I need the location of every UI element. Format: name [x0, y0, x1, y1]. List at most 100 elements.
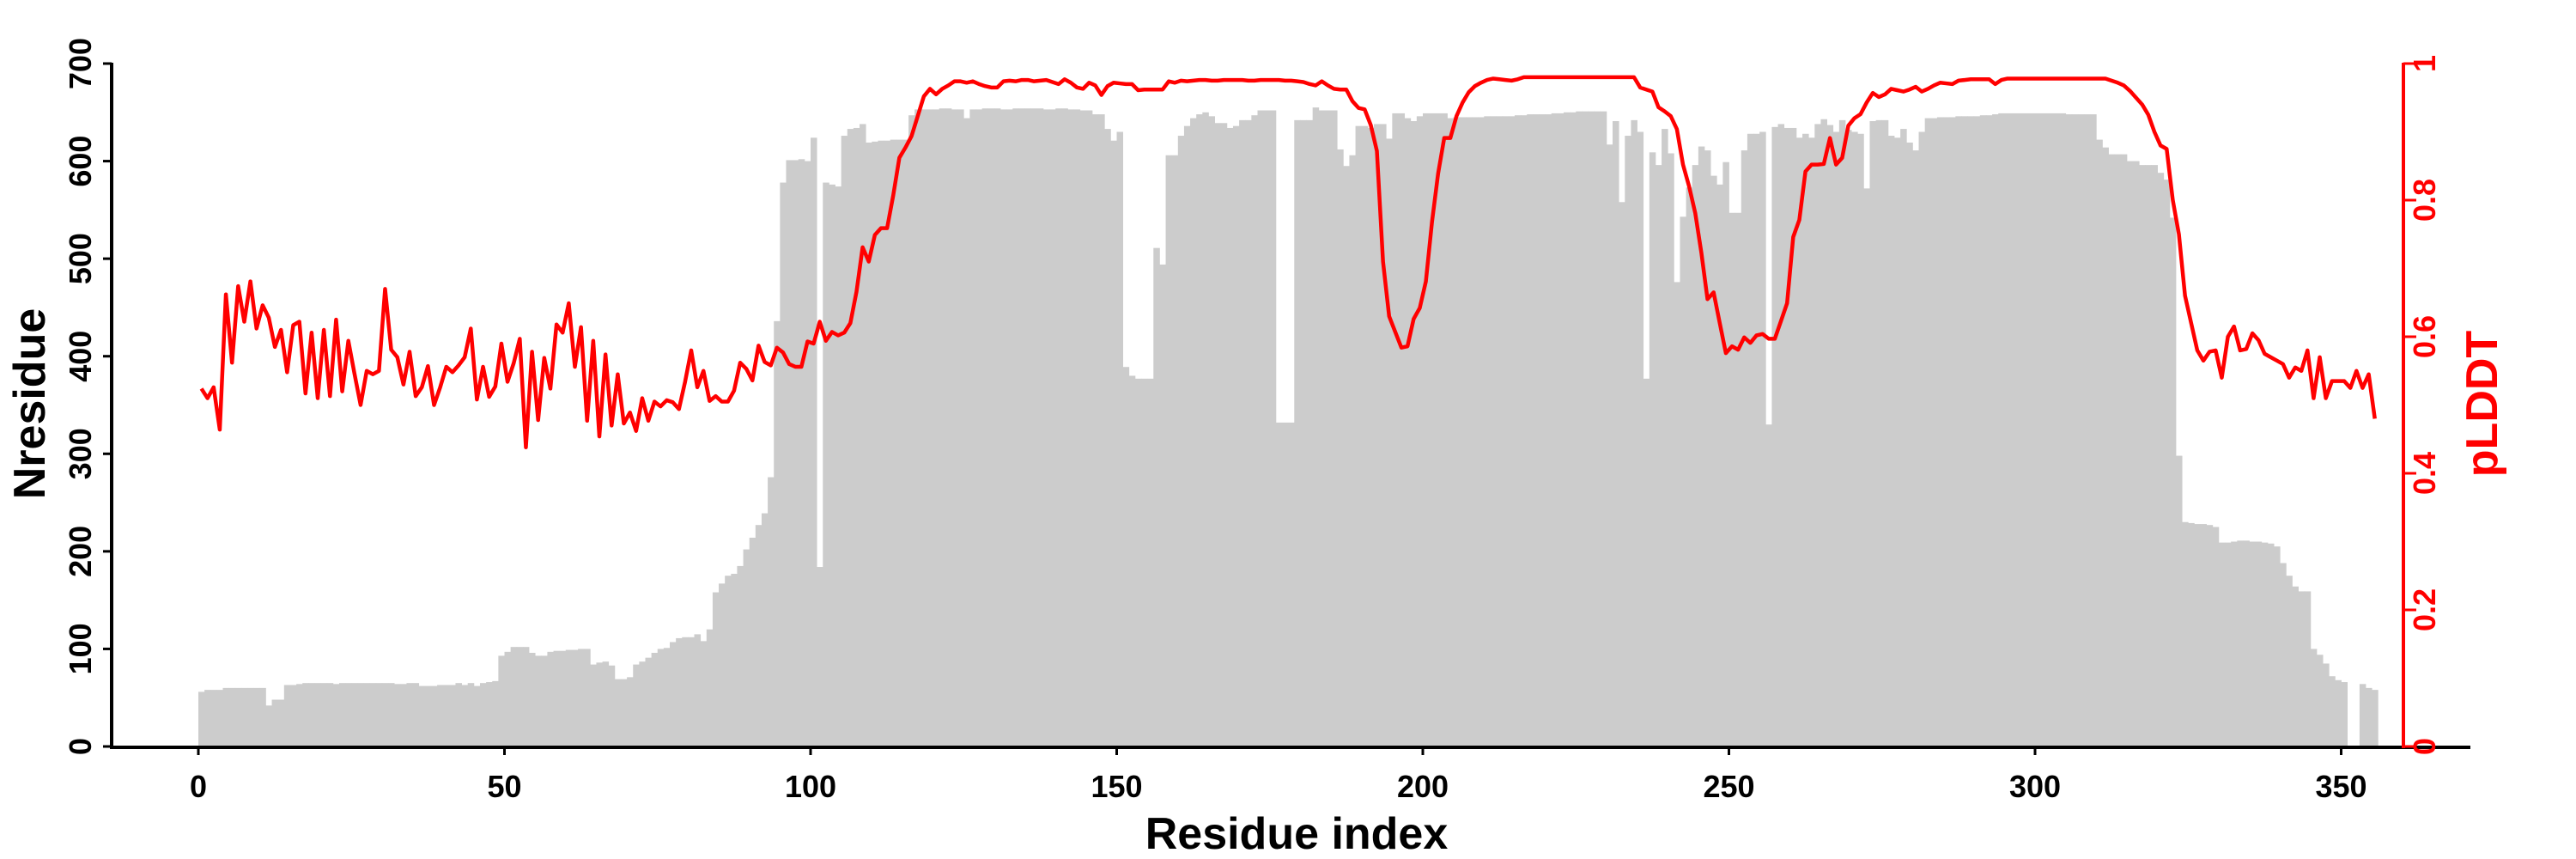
bar: [510, 647, 518, 746]
y-right-tick-label: 1: [2407, 55, 2442, 72]
bar: [1300, 119, 1307, 746]
bar: [645, 657, 653, 746]
bar: [1674, 282, 1680, 746]
bar: [2041, 113, 2048, 747]
bar: [1619, 202, 1625, 746]
bar: [1061, 108, 1068, 747]
bar: [1343, 166, 1350, 746]
bar: [884, 140, 891, 747]
bar: [1588, 111, 1595, 746]
bar: [737, 565, 744, 746]
bar: [1502, 116, 1510, 746]
bar: [1551, 113, 1558, 747]
bar: [792, 160, 799, 746]
bar: [492, 680, 499, 746]
bar: [1263, 110, 1271, 746]
bar: [1759, 131, 1766, 746]
bar: [2175, 455, 2183, 746]
bar: [1900, 129, 1907, 747]
line-series-plddt: [199, 75, 2377, 450]
bar: [963, 118, 970, 747]
bar: [1906, 142, 1913, 747]
bar: [504, 651, 512, 746]
bar: [914, 109, 921, 746]
bar: [1936, 117, 1944, 746]
bar: [2151, 165, 2158, 747]
bar: [1085, 110, 1093, 746]
bar: [1361, 125, 1369, 746]
bar: [1496, 116, 1504, 746]
bar: [1404, 118, 1412, 747]
bar: [400, 684, 407, 746]
bar: [308, 683, 315, 746]
bar: [993, 108, 1001, 747]
bar: [633, 664, 640, 746]
bar: [2004, 113, 2011, 747]
bar: [1018, 108, 1025, 747]
bar: [1643, 378, 1650, 746]
bar: [424, 685, 432, 746]
bar: [1838, 119, 1846, 746]
bar: [314, 683, 321, 746]
bar: [1429, 113, 1436, 747]
bar: [240, 687, 248, 746]
bar: [835, 186, 842, 747]
bar: [1380, 124, 1387, 746]
bar: [1545, 114, 1552, 746]
bar: [412, 683, 420, 746]
bar: [296, 684, 303, 746]
bar: [1435, 113, 1442, 747]
bar: [1576, 111, 1583, 746]
bar: [1055, 108, 1062, 747]
bar: [1600, 111, 1607, 746]
bar: [1582, 111, 1589, 746]
bar: [1239, 119, 1246, 746]
bar: [1331, 110, 1338, 746]
bar: [957, 109, 964, 746]
bar: [1392, 113, 1399, 747]
bar: [1869, 121, 1877, 746]
bar: [945, 108, 952, 747]
bar: [2133, 161, 2140, 746]
bar: [529, 652, 536, 746]
bar: [1367, 127, 1375, 746]
bar: [768, 477, 775, 746]
bar: [933, 109, 940, 746]
bar: [1257, 110, 1265, 746]
bar: [2267, 543, 2275, 746]
bar: [247, 687, 254, 746]
bar: [1912, 150, 1919, 746]
bar: [2231, 541, 2238, 746]
bar: [222, 687, 230, 746]
bar: [1202, 112, 1209, 747]
bar: [969, 109, 976, 746]
bar: [1777, 124, 1785, 746]
bar: [694, 634, 702, 746]
bar: [553, 650, 561, 746]
bar: [1820, 119, 1827, 747]
bar: [2028, 113, 2036, 747]
bar: [1563, 112, 1571, 747]
bar: [455, 683, 462, 746]
bar: [1030, 108, 1038, 747]
x-tick-label: 200: [1397, 769, 1449, 804]
bar: [1557, 113, 1564, 747]
bar: [608, 665, 616, 746]
bar: [1533, 114, 1540, 746]
bar: [479, 683, 487, 746]
bar: [817, 567, 823, 746]
y-right-tick-label: 0.2: [2407, 588, 2442, 631]
bar: [1570, 112, 1577, 747]
bar: [467, 683, 475, 746]
bar: [2145, 165, 2152, 747]
bar: [725, 576, 732, 746]
bar: [823, 182, 829, 746]
bar: [2292, 586, 2299, 746]
bar: [535, 655, 542, 746]
bar: [1844, 130, 1852, 747]
bar: [688, 637, 695, 746]
bar: [1177, 136, 1185, 747]
bar: [1863, 188, 1870, 746]
bar: [1098, 114, 1105, 746]
y-tick-label: 300: [63, 428, 98, 479]
